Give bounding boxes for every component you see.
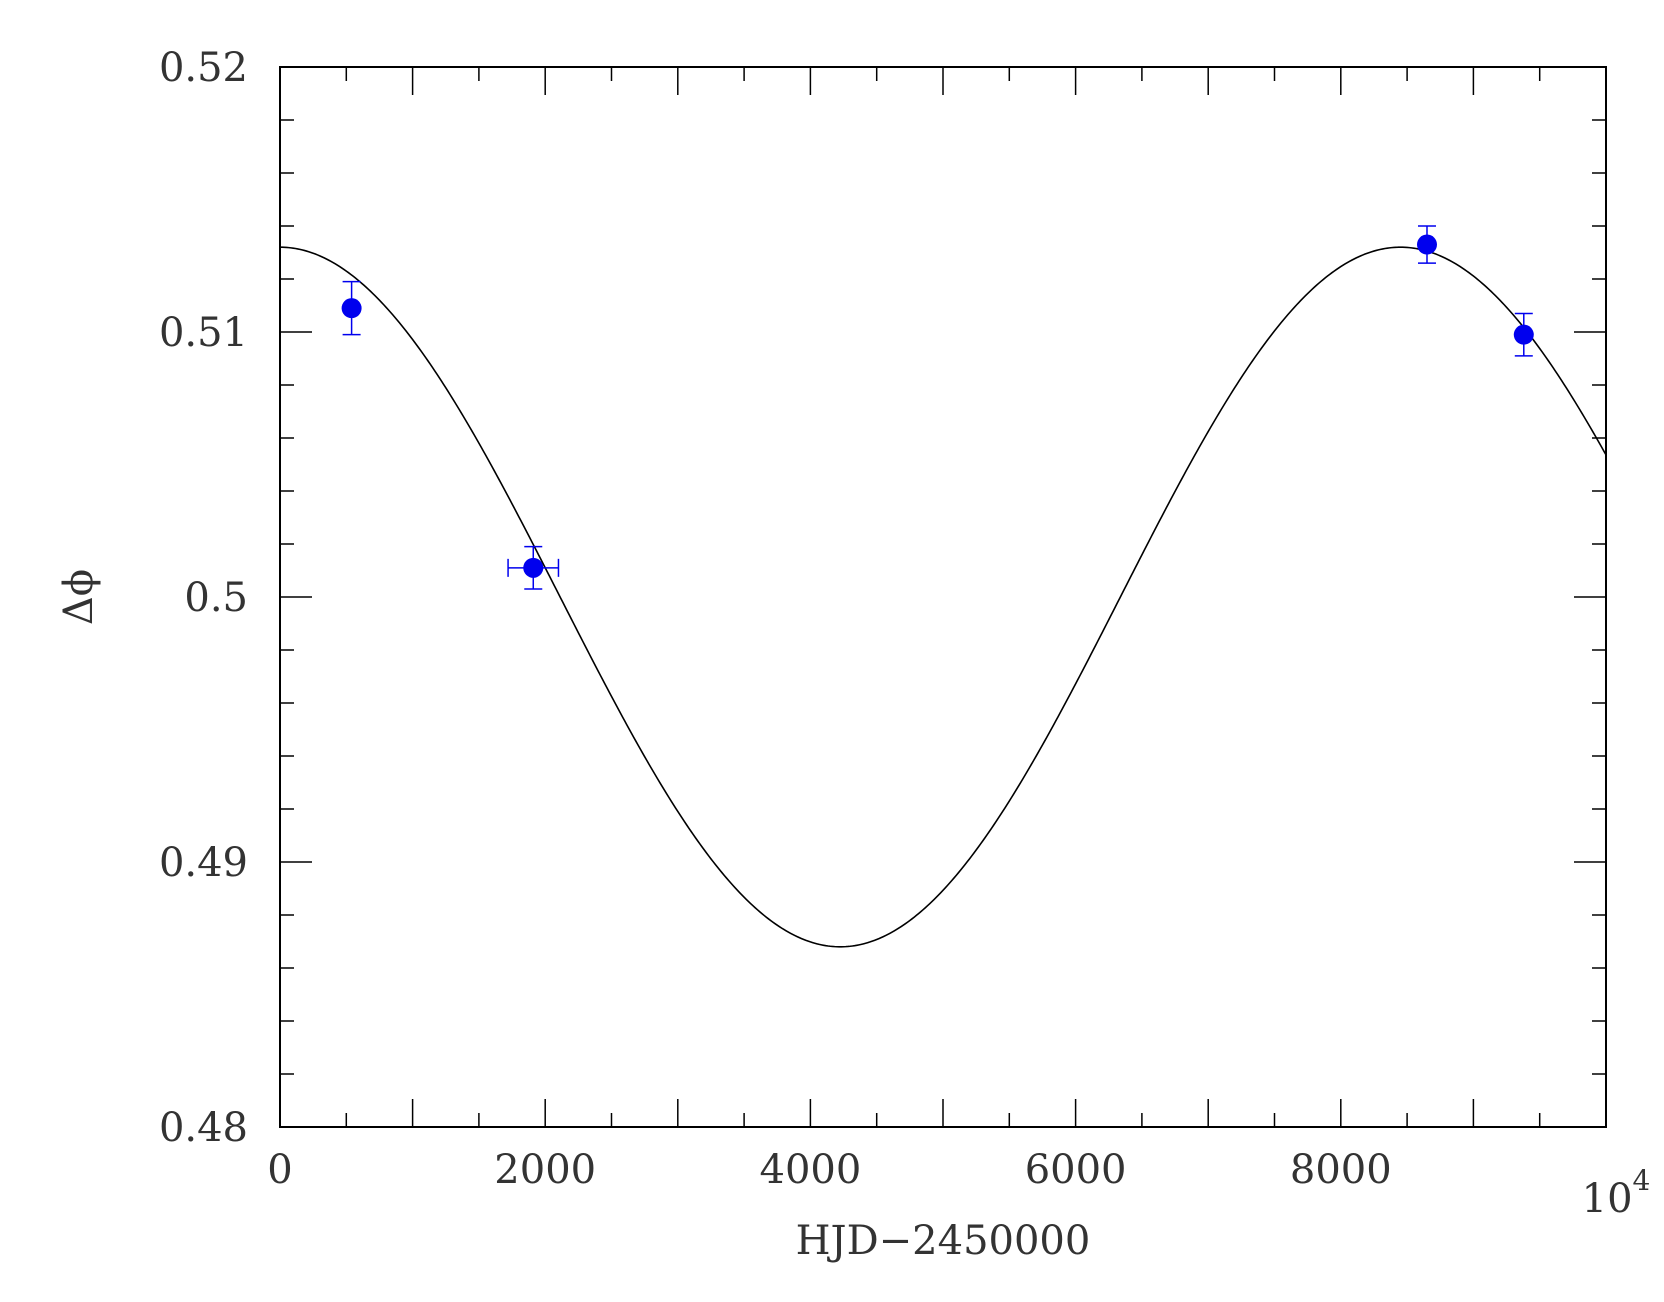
point-marker [1513,324,1534,345]
x-tick-label: 0 [267,1147,292,1193]
data-point [341,280,362,336]
point-marker [1416,234,1437,255]
y-axis-label: Δϕ [56,569,102,625]
plot-frame [279,66,1607,1128]
data-point [1416,225,1437,264]
x-tick-label: 104 [1582,1164,1651,1222]
x-axis-label: HJD−2450000 [796,1218,1091,1264]
tick-labels: 0 2000 4000 6000 8000 104 0.48 0.49 0.5 0.51 0.52 [159,45,1650,1222]
x-tick-label: 6000 [1025,1147,1127,1193]
y-tick-label: 0.52 [159,45,248,91]
x-tick-label: 8000 [1290,1147,1392,1193]
point-marker [341,298,362,319]
x-tick-label: 2000 [494,1147,596,1193]
axis-ticks [279,66,1607,1128]
y-tick-label: 0.5 [184,575,248,621]
fit-curve [279,246,1607,948]
x-tick-label: 4000 [760,1147,862,1193]
y-tick-label: 0.48 [159,1105,248,1151]
y-tick-label: 0.49 [159,840,248,886]
point-marker [523,557,544,578]
data-points [341,225,1534,590]
y-tick-label: 0.51 [159,310,248,356]
data-point [1513,312,1534,357]
data-point [507,545,560,590]
